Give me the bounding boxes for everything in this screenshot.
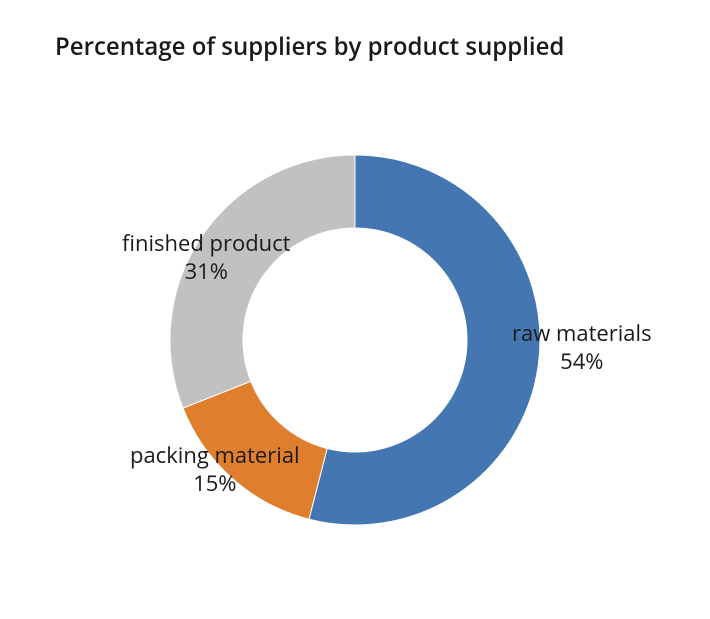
donut-svg xyxy=(170,155,540,525)
chart-title: Percentage of suppliers by product suppl… xyxy=(55,30,564,63)
donut-slice xyxy=(183,381,327,519)
donut-slice xyxy=(170,155,355,408)
donut-chart: Percentage of suppliers by product suppl… xyxy=(0,0,710,619)
